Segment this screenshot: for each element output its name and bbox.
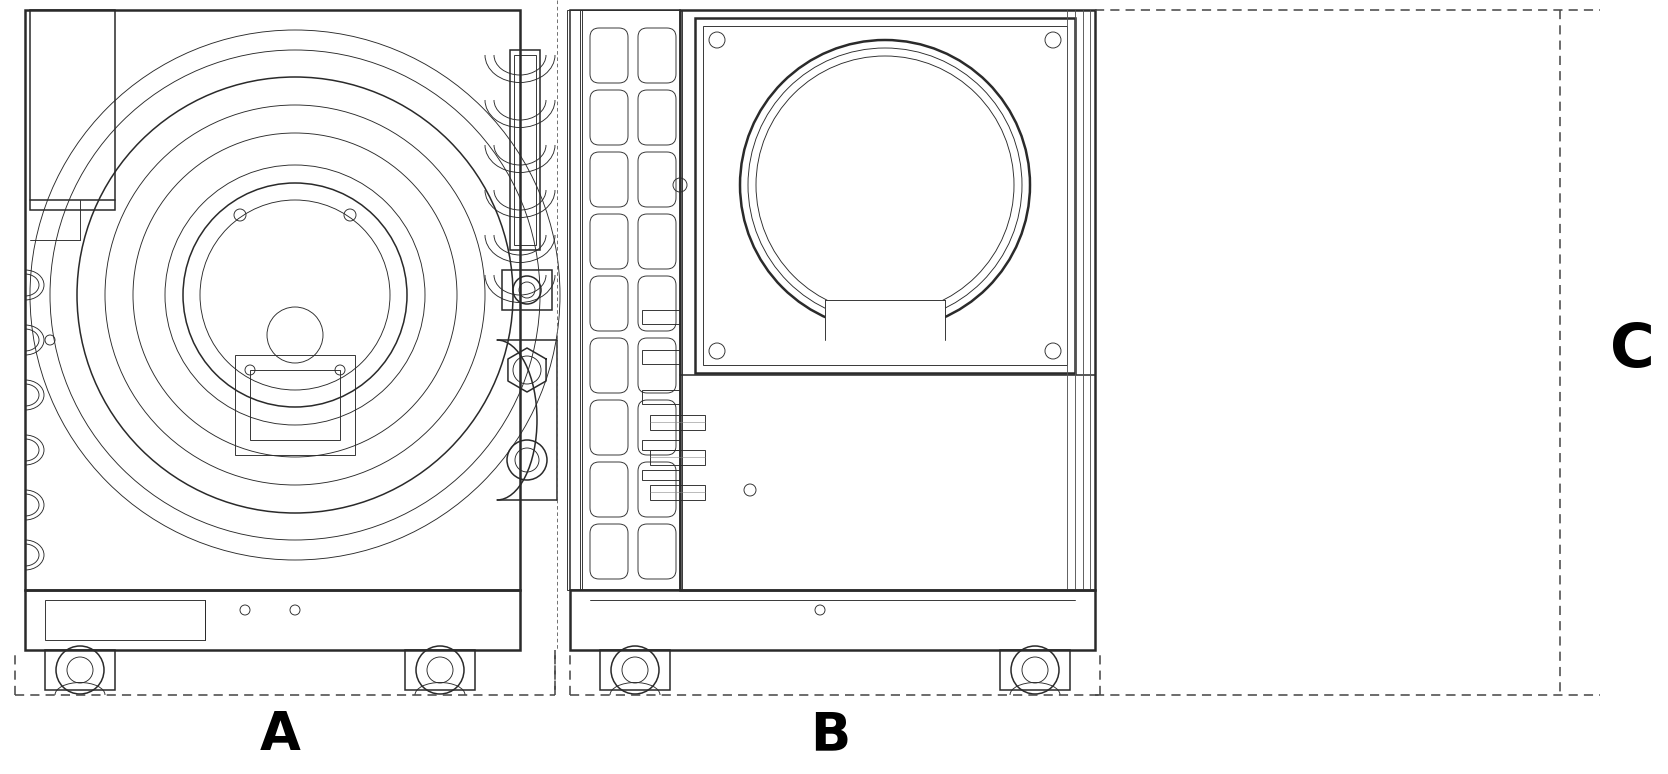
Bar [567, 10, 582, 590]
Bar [642, 440, 681, 450]
Bar [405, 650, 475, 690]
Bar [651, 415, 706, 430]
Bar [1001, 650, 1069, 690]
Bar [651, 485, 706, 500]
Bar [651, 450, 706, 465]
Bar [826, 300, 946, 340]
Bar [600, 650, 671, 690]
Bar [514, 55, 535, 245]
Bar [30, 10, 115, 210]
Bar [570, 10, 681, 590]
Bar [250, 370, 340, 440]
Bar [510, 50, 540, 250]
Text: A: A [260, 709, 300, 761]
Bar [45, 650, 115, 690]
Bar [696, 18, 1074, 373]
Bar [25, 590, 520, 650]
Text: B: B [811, 709, 851, 761]
Bar [45, 600, 205, 640]
Bar [702, 26, 1068, 365]
Bar [235, 355, 355, 455]
Bar [642, 310, 681, 324]
Bar [502, 270, 552, 310]
Bar [25, 10, 520, 590]
Text: C: C [1610, 320, 1655, 379]
Bar [642, 350, 681, 364]
Bar [642, 470, 681, 480]
Bar [681, 10, 1094, 590]
Bar [642, 390, 681, 404]
Bar [570, 590, 1094, 650]
Bar [580, 10, 682, 590]
